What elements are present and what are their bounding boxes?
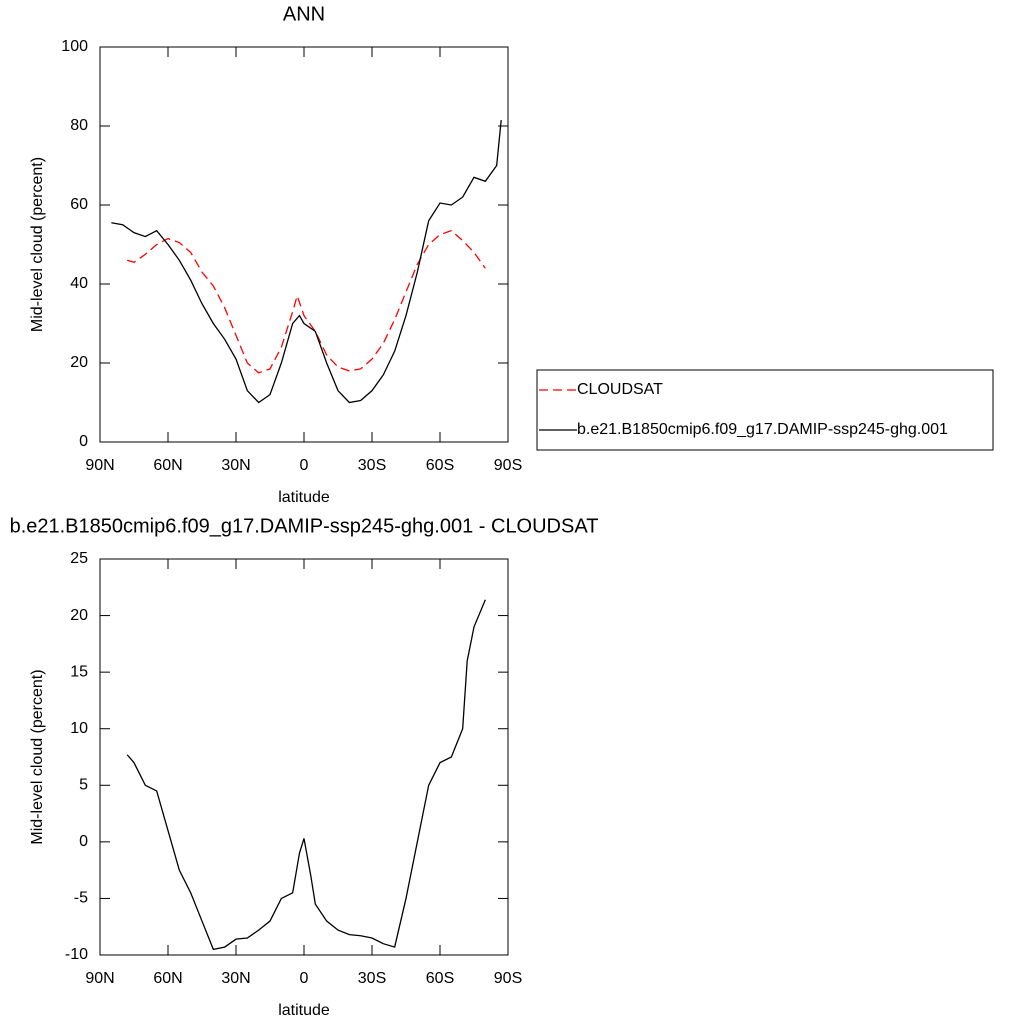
x-axis-title: latitude xyxy=(278,1002,330,1019)
plot-frame xyxy=(99,46,509,443)
y-tick-label: 60 xyxy=(70,196,88,213)
x-tick-label: 0 xyxy=(300,970,309,987)
y-tick-label: 5 xyxy=(79,777,88,794)
y-axis-title: Mid-level cloud (percent) xyxy=(29,157,46,332)
chart-title: ANN xyxy=(283,3,325,25)
legend-label: b.e21.B1850cmip6.f09_g17.DAMIP-ssp245-gh… xyxy=(577,421,948,438)
y-axis-title: Mid-level cloud (percent) xyxy=(29,669,46,844)
x-tick-label: 90N xyxy=(85,970,114,987)
x-tick-label: 60N xyxy=(153,457,182,474)
x-tick-label: 30N xyxy=(221,457,250,474)
y-tick-label: 20 xyxy=(70,607,88,624)
series-line xyxy=(127,229,486,374)
y-tick-label: 100 xyxy=(61,38,88,55)
x-axis-title: latitude xyxy=(278,489,330,506)
legend-box xyxy=(536,369,994,451)
x-tick-label: 0 xyxy=(300,457,309,474)
x-tick-label: 30S xyxy=(358,457,386,474)
series-line xyxy=(126,599,486,951)
x-tick-label: 30S xyxy=(358,970,386,987)
y-tick-label: 80 xyxy=(70,117,88,134)
y-tick-label: 0 xyxy=(79,433,88,450)
x-tick-label: 90S xyxy=(494,970,522,987)
x-tick-label: 30N xyxy=(221,970,250,987)
y-tick-label: 25 xyxy=(70,550,88,567)
y-tick-label: 10 xyxy=(70,720,88,737)
x-tick-label: 60S xyxy=(426,457,454,474)
chart-title: b.e21.B1850cmip6.f09_g17.DAMIP-ssp245-gh… xyxy=(10,515,599,537)
y-tick-label: 0 xyxy=(79,833,88,850)
series-line xyxy=(111,120,502,404)
legend-label: CLOUDSAT xyxy=(577,381,663,398)
y-tick-label: 40 xyxy=(70,275,88,292)
y-tick-label: -5 xyxy=(74,890,88,907)
y-tick-label: 15 xyxy=(70,663,88,680)
x-tick-label: 60N xyxy=(153,970,182,987)
x-tick-label: 90S xyxy=(494,457,522,474)
x-tick-label: 60S xyxy=(426,970,454,987)
y-tick-label: 20 xyxy=(70,354,88,371)
x-tick-label: 90N xyxy=(85,457,114,474)
y-tick-label: -10 xyxy=(65,946,88,963)
plot-frame xyxy=(99,558,509,956)
